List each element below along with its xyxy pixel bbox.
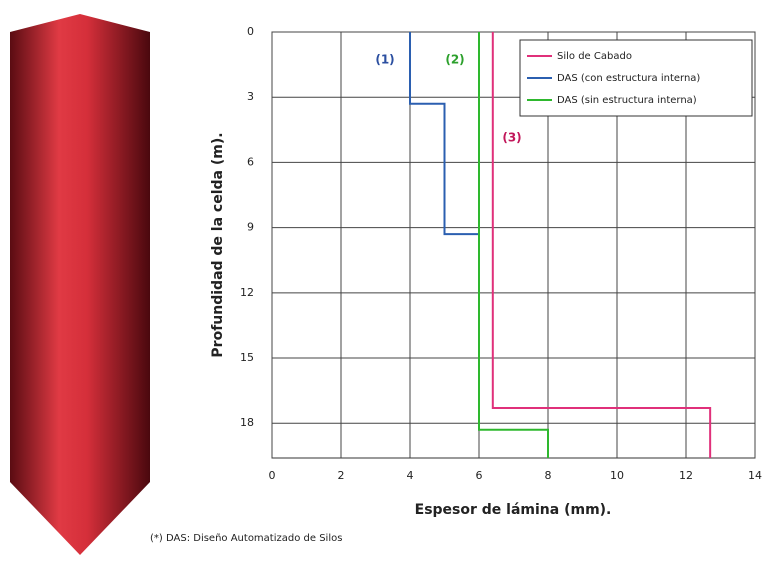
footnote: (*) DAS: Diseño Automatizado de Silos xyxy=(150,533,342,544)
x-tick-label: 8 xyxy=(545,469,552,482)
annotation: (3) xyxy=(502,131,521,145)
x-tick-label: 6 xyxy=(476,469,483,482)
legend-label: DAS (sin estructura interna) xyxy=(557,95,697,106)
x-tick-label: 14 xyxy=(748,469,762,482)
x-tick-label: 2 xyxy=(338,469,345,482)
legend-label: Silo de Cabado xyxy=(557,51,632,62)
x-tick-label: 4 xyxy=(407,469,414,482)
series-line xyxy=(491,32,712,458)
x-tick-label: 10 xyxy=(610,469,624,482)
legend-box xyxy=(519,39,753,117)
x-tick-label: 12 xyxy=(679,469,693,482)
y-tick-label: 18 xyxy=(240,416,254,429)
x-axis-title: Espesor de lámina (mm). xyxy=(415,502,612,518)
y-tick-label: 3 xyxy=(247,90,254,103)
silo-drawing xyxy=(10,14,150,555)
y-tick-label: 6 xyxy=(247,155,254,168)
annotation: (1) xyxy=(375,53,394,67)
y-axis-title: Profundidad de la celda (m). xyxy=(210,132,226,357)
y-tick-label: 15 xyxy=(240,351,254,364)
legend-label: DAS (con estructura interna) xyxy=(557,73,700,84)
annotation: (2) xyxy=(445,53,464,67)
y-tick-label: 9 xyxy=(247,221,254,234)
x-tick-label: 0 xyxy=(269,469,276,482)
y-tick-label: 12 xyxy=(240,286,254,299)
series-line xyxy=(478,32,549,458)
series-line xyxy=(409,32,479,236)
y-tick-label: 0 xyxy=(247,25,254,38)
